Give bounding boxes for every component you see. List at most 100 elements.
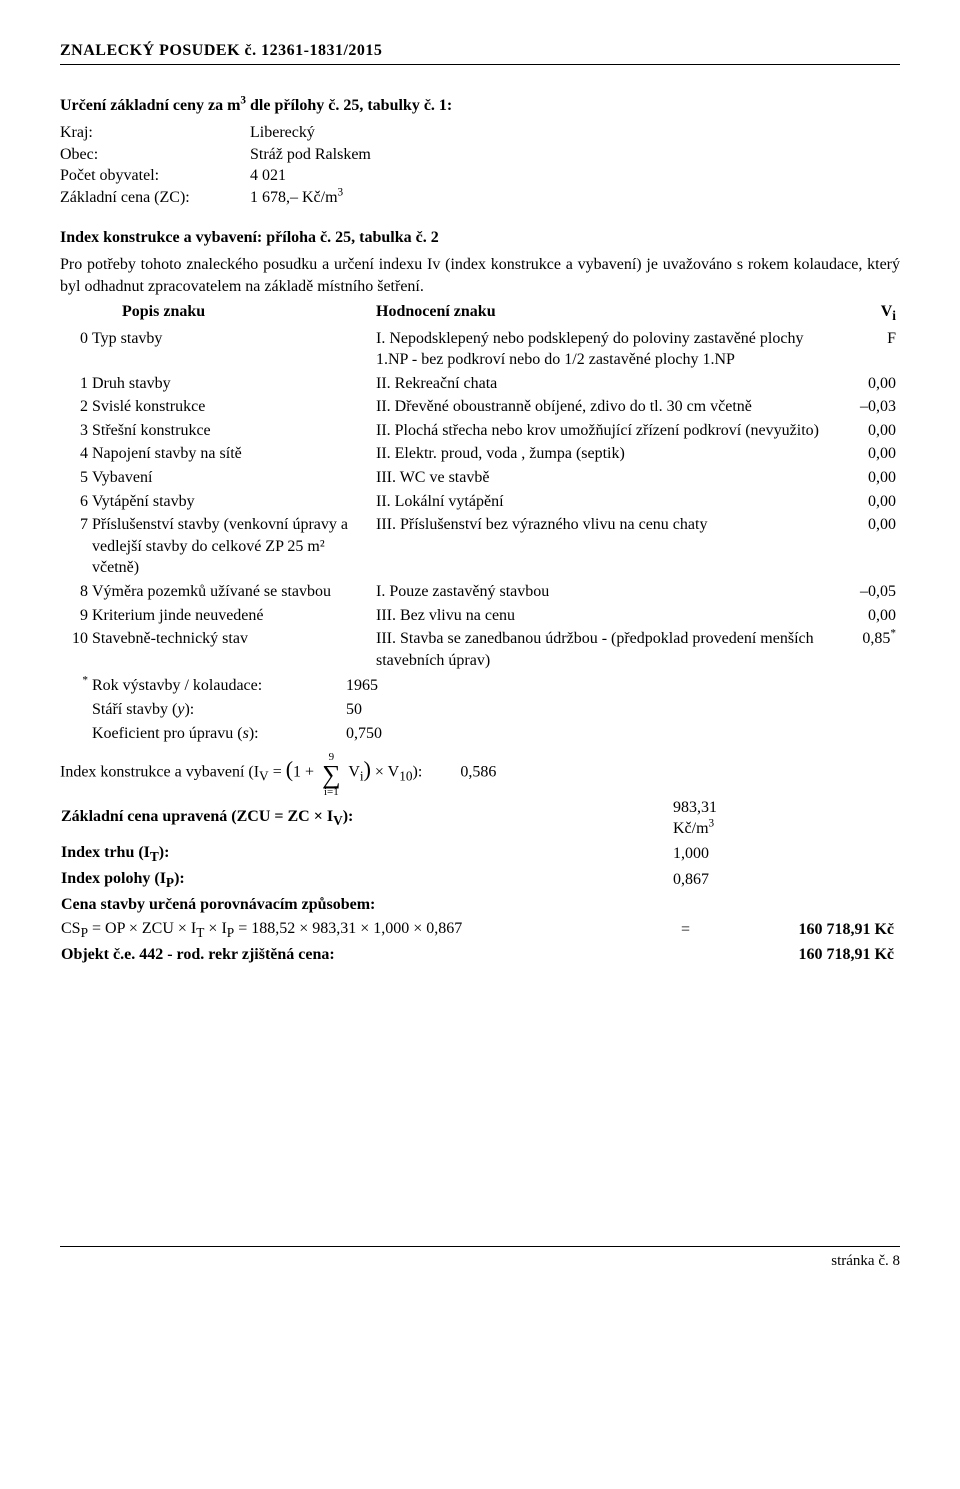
zc-label: Základní cena (ZC): (60, 187, 250, 209)
row-hod: I. Nepodsklepený nebo podsklepený do pol… (376, 328, 836, 373)
result-val: 0,867 (653, 867, 723, 893)
kv-label: Obec: (60, 144, 250, 166)
row-hod: II. Plochá střecha nebo krov umožňující … (376, 420, 836, 444)
doc-header: ZNALECKÝ POSUDEK č. 12361-1831/2015 (60, 40, 900, 65)
footrow-val: 0,750 (346, 723, 836, 747)
row-popis: Příslušenství stavby (venkovní úpravy a … (92, 514, 376, 581)
row-vi: 0,00 (836, 443, 900, 467)
row-vi: –0,03 (836, 396, 900, 420)
kv-label: Počet obyvatel: (60, 165, 250, 187)
fl-sub: V (259, 769, 269, 784)
ikv-title: Index konstrukce a vybavení: příloha č. … (60, 227, 900, 249)
result-label: Index trhu (IT): (60, 841, 653, 867)
fl-label: Index konstrukce a vybavení (I (60, 764, 259, 781)
row-vi: 0,85* (836, 628, 900, 673)
kv-value: 4 021 (250, 165, 900, 187)
kv-value: Liberecký (250, 122, 900, 144)
row-num: 8 (60, 581, 92, 605)
row-num: 1 (60, 373, 92, 397)
row-vi: 0,00 (836, 420, 900, 444)
fl-v10-sub: 10 (399, 769, 412, 784)
row-vi: 0,00 (836, 373, 900, 397)
result-row: Index trhu (IT):1,000 (60, 841, 900, 867)
row-popis: Vytápění stavby (92, 491, 376, 515)
sum-block: 9∑i=1 (322, 752, 341, 797)
table-row: 3Střešní konstrukceII. Plochá střecha ne… (60, 420, 900, 444)
row-vi: F (836, 328, 900, 373)
row-vi: 0,00 (836, 514, 900, 581)
fl-vi: V (345, 764, 360, 781)
row-num: 10 (60, 628, 92, 673)
final-row: Objekt č.e. 442 - rod. rekr zjištěná cen… (60, 943, 900, 967)
zc-row: Základní cena (ZC): 1 678,– Kč/m3 (60, 187, 900, 209)
row-popis: Typ stavby (92, 328, 376, 373)
paragraph: Pro potřeby tohoto znaleckého posudku a … (60, 254, 900, 297)
zc-value: 1 678,– Kč/m3 (250, 187, 900, 209)
row-hod: III. Bez vlivu na cenu (376, 605, 836, 629)
footrows-table: * Rok výstavby / kolaudace:1965Stáří sta… (60, 675, 900, 746)
footrow: Koeficient pro úpravu (s):0,750 (60, 723, 900, 747)
row-num: 4 (60, 443, 92, 467)
csp-row: CSP = OP × ZCU × IT × IP = 188,52 × 983,… (60, 917, 900, 943)
row-hod: III. Stavba se zanedbanou údržbou - (pře… (376, 628, 836, 673)
final-label: Objekt č.e. 442 - rod. rekr zjištěná cen… (60, 943, 653, 967)
result-row: Cena stavby určená porovnávacím způsobem… (60, 893, 900, 917)
row-vi: 0,00 (836, 467, 900, 491)
row-num: 0 (60, 328, 92, 373)
vi-pre: V (881, 303, 893, 320)
table-row: 2Svislé konstrukceII. Dřevěné oboustrann… (60, 396, 900, 420)
csp-eq: = (653, 917, 723, 943)
result-label: Cena stavby určená porovnávacím způsobem… (60, 893, 653, 917)
footrow-pre (60, 699, 92, 723)
row-hod: II. Lokální vytápění (376, 491, 836, 515)
row-num: 9 (60, 605, 92, 629)
footrow-val: 1965 (346, 675, 836, 699)
row-hod: II. Rekreační chata (376, 373, 836, 397)
sum-sigma: ∑ (322, 763, 341, 786)
csp-line: CSP = OP × ZCU × IT × IP = 188,52 × 983,… (60, 917, 653, 943)
row-num: 5 (60, 467, 92, 491)
fl-eq: = (269, 764, 286, 781)
table-row: 10Stavebně-technický stavIII. Stavba se … (60, 628, 900, 673)
kv-value: Stráž pod Ralskem (250, 144, 900, 166)
kv-row: Kraj:Liberecký (60, 122, 900, 144)
csp-val: 160 718,91 Kč (723, 917, 900, 943)
result-label: Index polohy (IP): (60, 867, 653, 893)
footrow-label: Stáří stavby (y): (92, 699, 346, 723)
kv-row: Počet obyvatel:4 021 (60, 165, 900, 187)
final-val: 160 718,91 Kč (723, 943, 900, 967)
col-popis-h: Popis znaku (92, 301, 376, 327)
fl-open: ( (286, 757, 293, 782)
row-popis: Napojení stavby na sítě (92, 443, 376, 467)
row-popis: Vybavení (92, 467, 376, 491)
row-vi: 0,00 (836, 605, 900, 629)
row-num: 6 (60, 491, 92, 515)
znaky-table: Popis znaku Hodnocení znaku Vi 0Typ stav… (60, 301, 900, 673)
section1-title: Určení základní ceny za m3 dle přílohy č… (60, 95, 900, 117)
row-popis: Střešní konstrukce (92, 420, 376, 444)
row-popis: Výměra pozemků užívané se stavbou (92, 581, 376, 605)
result-val (653, 893, 723, 917)
zc-val-sup: 3 (338, 187, 344, 199)
row-popis: Kriterium jinde neuvedené (92, 605, 376, 629)
table-row: 4Napojení stavby na sítěII. Elektr. prou… (60, 443, 900, 467)
row-vi: –0,05 (836, 581, 900, 605)
footrow-val: 50 (346, 699, 836, 723)
kv-label: Kraj: (60, 122, 250, 144)
vi-sub: i (892, 309, 896, 324)
row-num: 3 (60, 420, 92, 444)
row-hod: III. Příslušenství bez výrazného vlivu n… (376, 514, 836, 581)
znaky-header-row: Popis znaku Hodnocení znaku Vi (60, 301, 900, 327)
footrow-pre (60, 723, 92, 747)
result-val: 983,31 Kč/m3 (653, 796, 723, 841)
col-hod-h: Hodnocení znaku (376, 301, 836, 327)
table-row: 0Typ stavbyI. Nepodsklepený nebo podskle… (60, 328, 900, 373)
fl-one: 1 + (293, 764, 318, 781)
table-row: 8Výměra pozemků užívané se stavbouI. Pou… (60, 581, 900, 605)
row-popis: Stavebně-technický stav (92, 628, 376, 673)
table-row: 5VybaveníIII. WC ve stavbě0,00 (60, 467, 900, 491)
footrow-pre: * (60, 675, 92, 699)
result-row: Základní cena upravená (ZCU = ZC × IV):9… (60, 796, 900, 841)
row-hod: III. WC ve stavbě (376, 467, 836, 491)
formula-line: Index konstrukce a vybavení (IV = (1 + 9… (60, 750, 900, 795)
